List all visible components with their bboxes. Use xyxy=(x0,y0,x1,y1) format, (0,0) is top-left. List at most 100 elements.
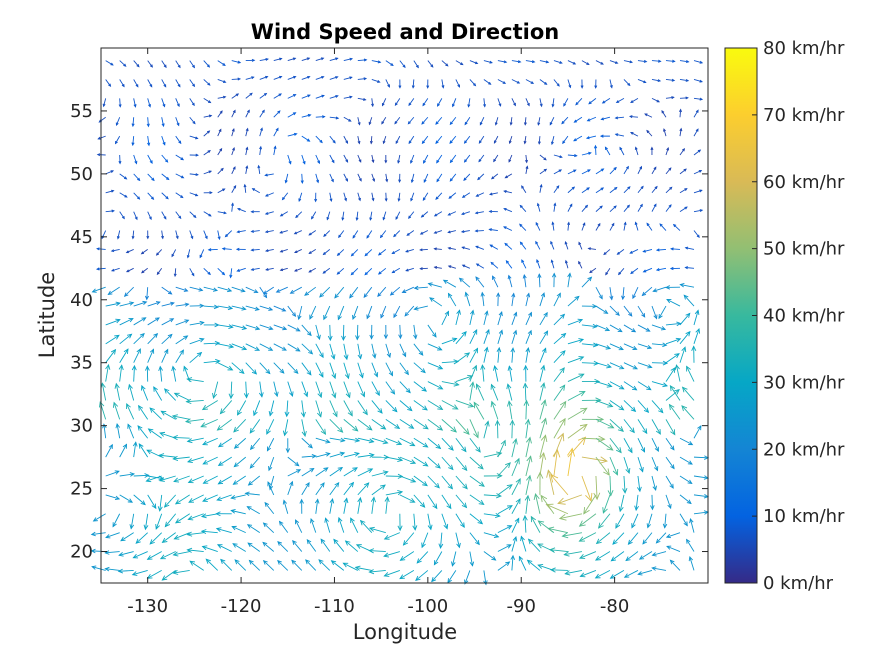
wind-arrow xyxy=(665,96,675,100)
wind-arrow xyxy=(623,419,635,434)
wind-arrow-head xyxy=(600,117,605,121)
wind-arrow xyxy=(523,136,527,145)
wind-arrow xyxy=(691,345,697,363)
wind-arrow-shaft xyxy=(622,287,625,300)
wind-arrow-shaft xyxy=(410,154,415,164)
wind-arrow-head xyxy=(337,466,344,472)
wind-arrow-head xyxy=(579,553,586,559)
wind-arrow-shaft xyxy=(395,211,401,220)
wind-arrow-shaft xyxy=(581,437,605,440)
wind-arrow xyxy=(273,110,281,118)
wind-arrow-head xyxy=(618,506,624,513)
wind-arrow xyxy=(200,418,218,428)
wind-arrow xyxy=(105,334,120,345)
wind-arrow-shaft xyxy=(130,513,135,529)
wind-arrow-shaft xyxy=(337,305,345,320)
wind-arrow-shaft xyxy=(595,418,614,429)
wind-arrow-shaft xyxy=(217,418,233,431)
wind-arrow-shaft xyxy=(651,204,657,212)
wind-arrow xyxy=(525,436,532,458)
wind-arrow-shaft xyxy=(609,456,618,475)
wind-arrow xyxy=(567,295,580,307)
wind-arrow-shaft xyxy=(234,456,247,467)
wind-arrow-shaft xyxy=(651,305,658,319)
wind-arrow-shaft xyxy=(172,366,177,382)
wind-arrow-shaft xyxy=(92,286,106,293)
wind-arrow-head xyxy=(535,240,539,245)
wind-arrow-head xyxy=(345,178,349,182)
wind-arrow-head xyxy=(463,177,467,181)
wind-arrow xyxy=(581,456,608,464)
wind-arrow-head xyxy=(456,309,461,315)
wind-arrow-head xyxy=(441,85,445,89)
wind-arrow-head xyxy=(104,566,110,572)
wind-arrow-shaft xyxy=(619,494,625,512)
wind-arrow-shaft xyxy=(133,333,145,345)
wind-arrow-shaft xyxy=(329,173,334,182)
wind-arrow-shaft xyxy=(525,330,532,344)
wind-arrow-shaft xyxy=(202,494,218,502)
wind-arrow-head xyxy=(391,270,395,274)
wind-arrow xyxy=(679,188,688,194)
wind-arrow xyxy=(567,318,584,326)
wind-arrow xyxy=(146,551,162,560)
wind-arrow xyxy=(175,154,185,161)
wind-arrow-head xyxy=(461,194,466,198)
wind-arrow-head xyxy=(409,441,416,447)
wind-arrow-head xyxy=(599,456,608,464)
wind-arrow xyxy=(641,286,653,297)
wind-arrow-shaft xyxy=(609,305,620,316)
wind-arrow-shaft xyxy=(315,173,319,183)
wind-arrow xyxy=(679,330,691,345)
wind-arrow-shaft xyxy=(301,419,306,437)
wind-arrow-shaft xyxy=(343,498,348,514)
wind-arrow-head xyxy=(475,263,480,267)
wind-arrow xyxy=(189,173,199,177)
wind-arrow-shaft xyxy=(637,186,644,194)
wind-arrow-head xyxy=(643,407,650,414)
wind-arrow-head xyxy=(537,141,541,145)
wind-arrow-shaft xyxy=(693,170,702,175)
wind-arrow-shaft xyxy=(220,400,233,414)
wind-arrow-shaft xyxy=(315,343,324,358)
wind-arrow xyxy=(637,79,647,84)
wind-arrow-head xyxy=(410,459,417,465)
wind-arrow-head xyxy=(520,535,525,542)
wind-arrow-head xyxy=(155,317,160,322)
wind-arrow-shaft xyxy=(538,274,541,288)
wind-arrow-shaft xyxy=(382,211,387,220)
wind-arrow-shaft xyxy=(630,267,639,274)
wind-arrow-shaft xyxy=(440,532,443,548)
wind-arrow-shaft xyxy=(119,173,127,180)
wind-arrow-shaft xyxy=(535,493,541,514)
wind-arrow-shaft xyxy=(665,323,681,326)
wind-arrow-head xyxy=(513,102,516,107)
wind-arrow xyxy=(161,230,164,240)
wind-arrow-shaft xyxy=(427,324,437,338)
wind-arrow-shaft xyxy=(368,117,373,125)
wind-arrow-shaft xyxy=(161,302,175,307)
wind-arrow xyxy=(357,496,363,514)
wind-arrow-shaft xyxy=(508,401,513,420)
wind-arrow-head xyxy=(293,231,298,235)
wind-arrow-shaft xyxy=(553,350,566,364)
wind-arrow xyxy=(479,117,485,126)
wind-arrow xyxy=(329,116,340,120)
wind-arrow xyxy=(449,116,457,126)
wind-arrow-head xyxy=(402,352,407,358)
wind-arrow xyxy=(398,173,402,183)
wind-arrow xyxy=(609,400,625,411)
wind-arrow xyxy=(567,407,588,420)
wind-arrow-head xyxy=(569,203,573,207)
wind-arrow xyxy=(159,551,176,560)
wind-arrow-shaft xyxy=(553,384,566,401)
wind-arrow xyxy=(461,264,471,269)
wind-arrow xyxy=(630,131,639,137)
wind-arrow xyxy=(371,362,379,378)
wind-arrow-head xyxy=(137,425,143,431)
wind-arrow-head xyxy=(208,170,213,174)
wind-arrow-head xyxy=(671,78,676,82)
wind-arrow-head xyxy=(327,335,333,342)
wind-arrow xyxy=(655,267,667,272)
wind-arrow-head xyxy=(363,293,368,299)
